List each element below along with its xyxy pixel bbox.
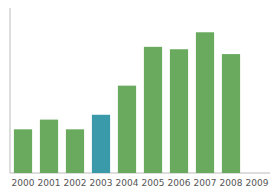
x-tick-label: 2008 [220,178,243,188]
bar [92,115,110,173]
bar [170,49,188,173]
x-tick-label: 2000 [12,178,35,188]
chart-container: 2000200120022003200420052006200720082009 [0,0,280,195]
x-tick-label: 2007 [194,178,217,188]
x-tick-label: 2001 [38,178,61,188]
bar [248,173,266,174]
x-tick-label: 2005 [142,178,165,188]
x-tick-label: 2006 [168,178,191,188]
x-tick-label: 2004 [116,178,139,188]
x-tick-label: 2002 [64,178,87,188]
chart: 2000200120022003200420052006200720082009 [0,0,280,195]
bar [118,86,136,173]
bars [14,32,240,173]
bar [66,129,84,173]
bar [196,32,214,173]
bar [14,129,32,173]
x-tick-label: 2009 [246,178,269,188]
y-axis-line [10,8,11,173]
bar [222,54,240,173]
bar [144,47,162,173]
x-tick-label: 2003 [90,178,113,188]
bar [40,120,58,173]
